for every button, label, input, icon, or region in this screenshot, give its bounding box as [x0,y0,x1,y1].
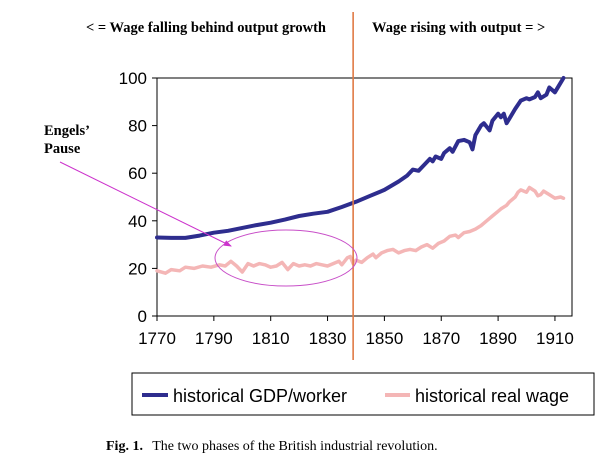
y-tick-label: 0 [138,307,147,326]
y-tick-label: 80 [128,117,147,136]
caption-label: Fig. 1. [106,439,143,454]
y-tick-label: 100 [119,69,147,88]
y-tick-label: 40 [128,212,147,231]
x-tick-label: 1830 [309,329,347,348]
caption-text: The two phases of the British industrial… [152,439,437,454]
engels-pause-ellipse [214,229,358,287]
x-tick-label: 1890 [479,329,517,348]
x-tick-label: 1770 [138,329,176,348]
y-tick-label: 20 [128,259,147,278]
x-tick-label: 1810 [252,329,290,348]
x-tick-label: 1910 [536,329,574,348]
x-axis: 1770 1790 1810 1830 1850 1870 1890 1910 [138,316,574,348]
annotation-engels-line1: Engels’ [44,123,90,139]
phase-label-left: < = Wage falling behind output growth [86,20,326,36]
legend [131,372,595,416]
y-tick-label: 60 [128,164,147,183]
legend-label-gdp: historical GDP/worker [173,386,347,406]
x-tick-label: 1850 [365,329,403,348]
legend-label-wage: historical real wage [415,386,569,406]
figure-caption: Fig. 1. The two phases of the British in… [106,439,438,454]
annotation-engels-line2: Pause [44,141,81,157]
x-tick-label: 1870 [422,329,460,348]
series-group [155,76,566,275]
y-axis: 0 20 40 60 80 100 [119,69,157,326]
series-line-gdp-per-worker [155,76,566,240]
x-tick-label: 1790 [195,329,233,348]
plot-area [156,77,573,317]
series-line-real-wage [155,185,566,275]
engels-pause-arrow [59,161,232,247]
phase-label-right: Wage rising with output = > [372,20,545,36]
